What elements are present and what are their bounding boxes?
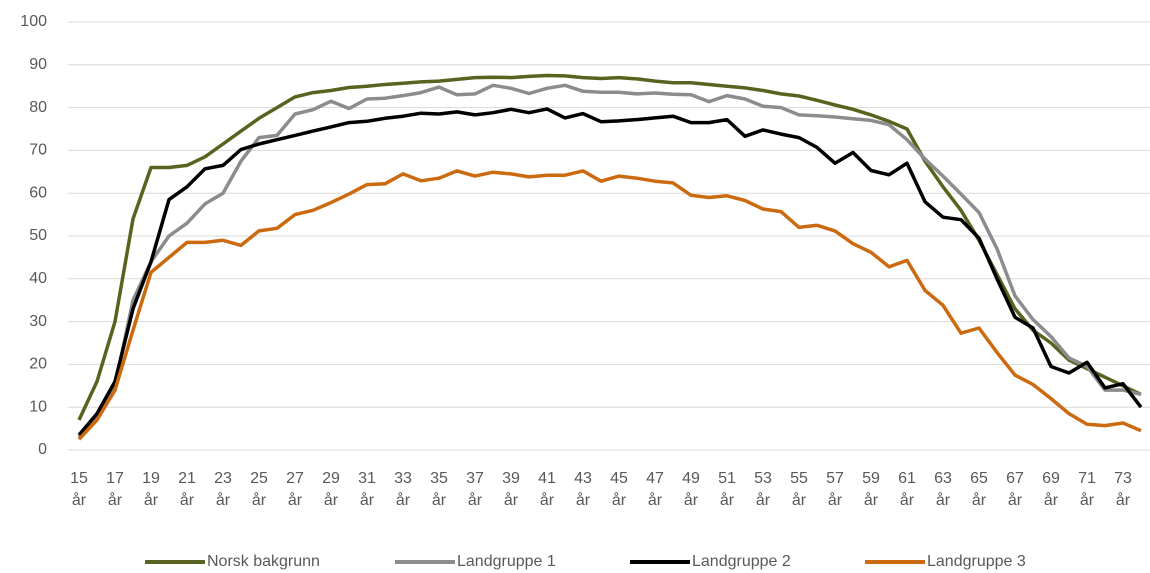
x-tick-label: 41 år (538, 470, 556, 509)
x-tick-label: 21 år (178, 470, 196, 509)
x-tick-label: 57 år (826, 470, 844, 509)
x-tick-label: 23 år (214, 470, 232, 509)
y-tick-label: 50 (29, 227, 47, 244)
y-tick-label: 30 (29, 313, 47, 330)
x-tick-label: 19 år (142, 470, 160, 509)
y-tick-label: 10 (29, 398, 47, 415)
y-tick-label: 70 (29, 142, 47, 159)
x-tick-label: 71 år (1078, 470, 1096, 509)
x-tick-label: 35 år (430, 470, 448, 509)
x-tick-label: 45 år (610, 470, 628, 509)
legend-label: Landgruppe 1 (457, 553, 556, 570)
series-line (77, 73, 1142, 421)
series-line (77, 83, 1142, 439)
legend-label: Landgruppe 2 (692, 553, 791, 570)
x-tick-label: 39 år (502, 470, 520, 509)
y-tick-label: 20 (29, 356, 47, 373)
x-tick-label: 43 år (574, 470, 592, 509)
series-line (77, 169, 1142, 441)
y-tick-label: 60 (29, 184, 47, 201)
x-tick-label: 53 år (754, 470, 772, 509)
x-tick-label: 69 år (1042, 470, 1060, 509)
x-tick-label: 65 år (970, 470, 988, 509)
series-line (77, 107, 1143, 437)
x-tick-label: 29 år (322, 470, 340, 509)
y-tick-label: 90 (29, 56, 47, 73)
y-tick-label: 0 (38, 441, 47, 458)
x-tick-label: 59 år (862, 470, 880, 509)
y-tick-label: 80 (29, 99, 47, 116)
x-tick-label: 27 år (286, 470, 304, 509)
x-tick-label: 63 år (934, 470, 952, 509)
x-tick-label: 51 år (718, 470, 736, 509)
x-tick-label: 49 år (682, 470, 700, 509)
x-tick-label: 67 år (1006, 470, 1024, 509)
x-tick-label: 25 år (250, 470, 268, 509)
y-tick-label: 100 (20, 13, 47, 30)
x-tick-label: 33 år (394, 470, 412, 509)
x-tick-label: 55 år (790, 470, 808, 509)
x-tick-label: 17 år (106, 470, 124, 509)
y-tick-label: 40 (29, 270, 47, 287)
legend-label: Landgruppe 3 (927, 553, 1026, 570)
x-tick-label: 15 år (70, 470, 88, 509)
x-tick-label: 31 år (358, 470, 376, 509)
x-tick-label: 47 år (646, 470, 664, 509)
x-tick-label: 37 år (466, 470, 484, 509)
legend-label: Norsk bakgrunn (207, 553, 320, 570)
x-tick-label: 73 år (1114, 470, 1132, 509)
x-tick-label: 61 år (898, 470, 916, 509)
